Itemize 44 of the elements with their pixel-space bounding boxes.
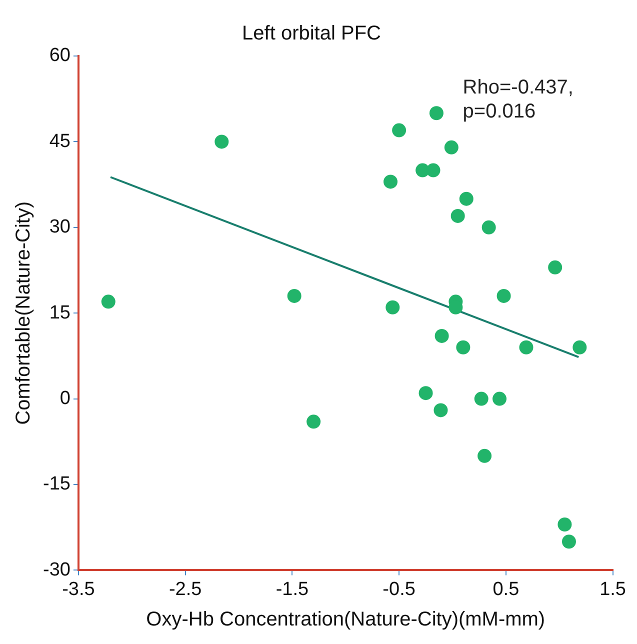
point [456, 340, 470, 354]
point [214, 134, 229, 149]
y-tick-label: 60 [49, 45, 70, 66]
y-tick-label: 15 [49, 302, 70, 324]
point [392, 123, 406, 138]
point [426, 163, 440, 178]
point [444, 140, 458, 154]
x-tick-label: -2.5 [168, 578, 202, 600]
x-tick-label: -1.5 [276, 578, 309, 600]
y-tick-label: 30 [49, 216, 70, 238]
annotation: p=0.016 [462, 100, 536, 123]
point [287, 288, 302, 303]
point [434, 328, 449, 343]
point [492, 392, 507, 406]
x-tick-label: 1.5 [600, 578, 626, 600]
y-tick-label: 0 [60, 388, 70, 410]
point [572, 340, 587, 354]
y-tick-label: -30 [42, 559, 70, 580]
x-axis-title: Oxy-Hb Concentration(Nature-City)(mM-mm) [146, 608, 546, 631]
x-tick-label: 0.5 [492, 578, 520, 600]
point [519, 340, 534, 354]
point [496, 288, 511, 303]
point [384, 174, 398, 189]
point [450, 208, 465, 223]
point [558, 517, 572, 532]
y-tick-label: 45 [49, 130, 70, 152]
y-tick-label: -15 [42, 474, 70, 495]
point [306, 414, 321, 429]
point [548, 260, 562, 274]
point [478, 448, 492, 463]
point [474, 392, 488, 406]
point [386, 300, 400, 314]
point [418, 386, 433, 400]
chart-title: Left orbital PFC [242, 22, 381, 45]
annotation: Rho=-0.437, [462, 76, 574, 99]
point [482, 220, 496, 234]
x-tick-label: -0.5 [382, 578, 416, 600]
point [434, 403, 448, 418]
point [101, 294, 116, 309]
y-axis-title: Comfortable(Nature-City) [12, 201, 35, 425]
point [459, 192, 474, 206]
point [429, 106, 444, 120]
point [562, 534, 576, 549]
x-tick-label: -3.5 [62, 578, 95, 600]
